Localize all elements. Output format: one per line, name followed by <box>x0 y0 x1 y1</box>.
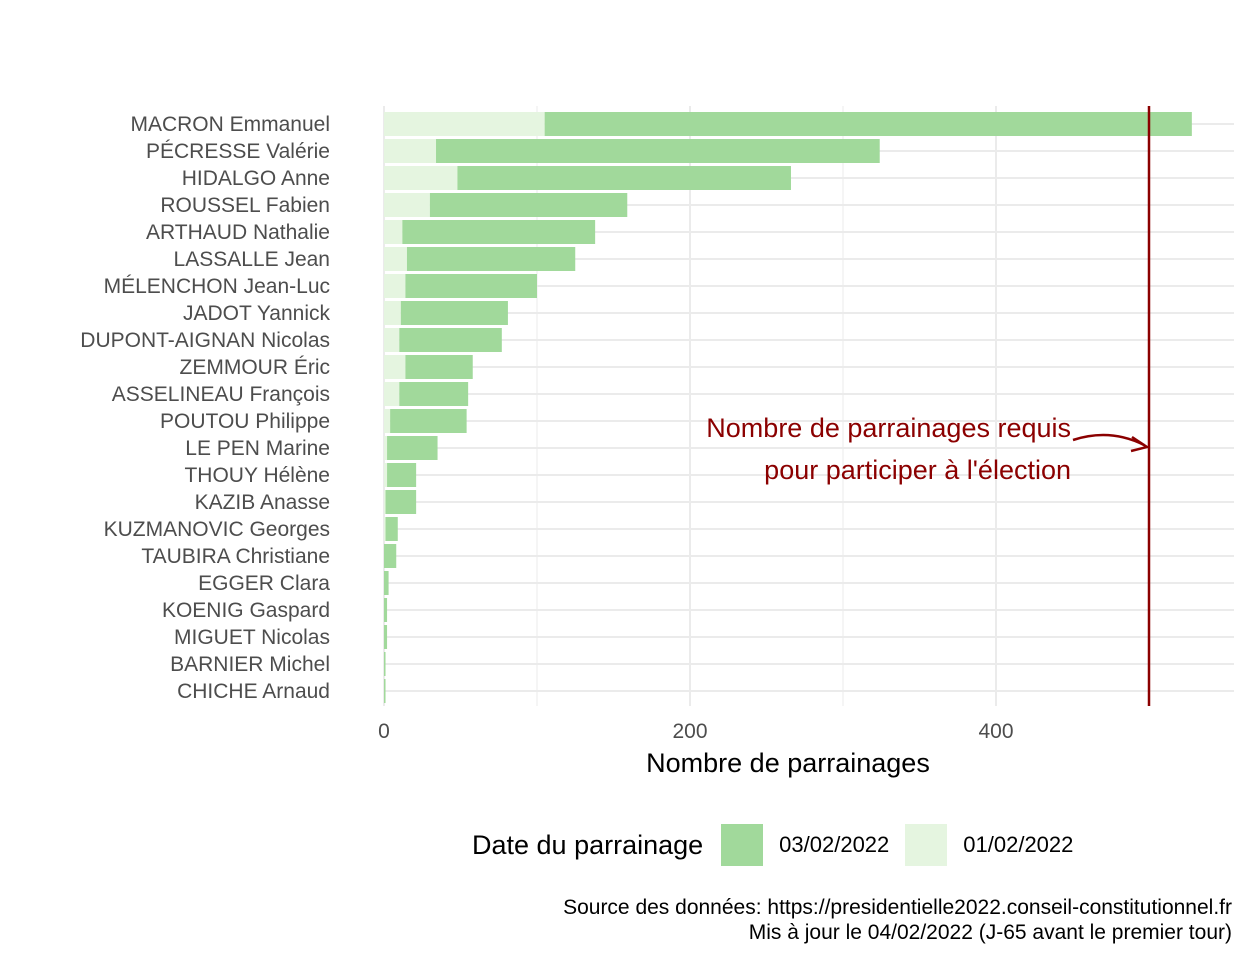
bar-03-02 <box>399 382 469 406</box>
legend-label-03-02: 03/02/2022 <box>779 832 890 857</box>
bar-03-02 <box>457 166 791 190</box>
y-axis-labels: MACRON Emmanuel PÉCRESSE Valérie HIDALGO A… <box>80 113 330 703</box>
y-tick-label: EGGER Clara <box>198 572 330 595</box>
bar-03-02 <box>384 652 386 676</box>
bar-03-02 <box>399 328 502 352</box>
bar-01-02 <box>384 355 406 379</box>
annotation-line-2: pour participer à l'élection <box>764 455 1071 485</box>
y-tick-label: HIDALGO Anne <box>182 167 330 190</box>
bar-03-02 <box>544 112 1192 136</box>
y-tick-label: KOENIG Gaspard <box>162 599 330 622</box>
bars <box>384 112 1192 703</box>
reference-line-group: Nombre de parrainages requis pour partici… <box>706 106 1151 706</box>
bar-01-02 <box>384 301 401 325</box>
bar-01-02 <box>384 220 403 244</box>
y-tick-label: ZEMMOUR Éric <box>180 356 331 379</box>
bar-03-02 <box>406 247 576 271</box>
bar-01-02 <box>384 166 458 190</box>
legend-label-01-02: 01/02/2022 <box>963 832 1074 857</box>
y-tick-label: MACRON Emmanuel <box>130 113 330 136</box>
y-tick-label: PÉCRESSE Valérie <box>146 140 330 163</box>
y-tick-label: ARTHAUD Nathalie <box>146 221 330 244</box>
caption-updated: Mis à jour le 04/02/2022 (J-65 avant le … <box>748 921 1232 944</box>
legend-title: Date du parrainage <box>472 829 704 860</box>
bar-03-02 <box>384 544 397 568</box>
y-tick-label: THOUY Hélène <box>184 464 330 487</box>
bar-03-02 <box>385 490 417 514</box>
annotation-line-1: Nombre de parrainages requis <box>706 413 1071 443</box>
legend-swatch-01-02 <box>905 824 948 866</box>
bar-03-02 <box>400 301 508 325</box>
legend-swatch-03-02 <box>721 824 764 866</box>
legend-item-03-02: 03/02/2022 <box>721 824 889 866</box>
annotation-arrowhead <box>1130 435 1151 453</box>
bar-01-02 <box>384 409 391 433</box>
bar-03-02 <box>405 274 537 298</box>
bar-01-02 <box>384 274 406 298</box>
y-tick-label: LASSALLE Jean <box>174 248 330 271</box>
bar-03-02 <box>405 355 473 379</box>
y-tick-label: ROUSSEL Fabien <box>160 194 330 217</box>
bar-01-02 <box>384 436 388 460</box>
bar-01-02 <box>384 517 386 541</box>
caption-source: Source des données: https://presidentiel… <box>563 896 1232 919</box>
y-tick-label: MIGUET Nicolas <box>174 626 330 649</box>
bar-01-02 <box>384 490 386 514</box>
bar-03-02 <box>390 409 467 433</box>
bar-03-02 <box>402 220 596 244</box>
y-tick-label: ASSELINEAU François <box>112 383 330 406</box>
bar-01-02 <box>384 193 430 217</box>
bar-01-02 <box>384 139 437 163</box>
x-tick-label: 0 <box>378 720 390 743</box>
legend: Date du parrainage 03/02/2022 01/02/2022 <box>472 820 1089 870</box>
caption: Source des données: https://presidentiel… <box>563 895 1232 945</box>
bar-03-02 <box>384 679 386 703</box>
y-tick-label: KUZMANOVIC Georges <box>104 518 330 541</box>
bar-03-02 <box>436 139 880 163</box>
y-tick-label: BARNIER Michel <box>170 653 330 676</box>
y-tick-label: POUTOU Philippe <box>160 410 330 433</box>
y-tick-label: CHICHE Arnaud <box>177 680 330 703</box>
y-tick-label: MÉLENCHON Jean-Luc <box>104 275 330 298</box>
bar-03-02 <box>429 193 628 217</box>
bar-03-02 <box>384 625 388 649</box>
y-tick-label: DUPONT-AIGNAN Nicolas <box>80 329 330 352</box>
x-tick-label: 200 <box>672 720 707 743</box>
bar-01-02 <box>384 328 400 352</box>
bar-03-02 <box>384 598 388 622</box>
y-tick-label: LE PEN Marine <box>185 437 330 460</box>
parrainages-chart: MACRON Emmanuel PÉCRESSE Valérie HIDALGO A… <box>80 106 1234 778</box>
bar-01-02 <box>384 247 407 271</box>
x-tick-label: 400 <box>978 720 1013 743</box>
bar-01-02 <box>384 463 388 487</box>
bar-03-02 <box>387 463 417 487</box>
y-tick-label: KAZIB Anasse <box>195 491 330 514</box>
legend-item-01-02: 01/02/2022 <box>905 824 1073 866</box>
bar-03-02 <box>385 517 398 541</box>
bar-01-02 <box>384 112 545 136</box>
bar-03-02 <box>387 436 438 460</box>
bar-03-02 <box>384 571 389 595</box>
y-tick-label: TAUBIRA Christiane <box>141 545 330 568</box>
bar-01-02 <box>384 382 400 406</box>
y-tick-label: JADOT Yannick <box>183 302 331 325</box>
x-axis-ticks: 0 200 400 <box>378 720 1013 743</box>
x-axis-title: Nombre de parrainages <box>646 748 930 778</box>
